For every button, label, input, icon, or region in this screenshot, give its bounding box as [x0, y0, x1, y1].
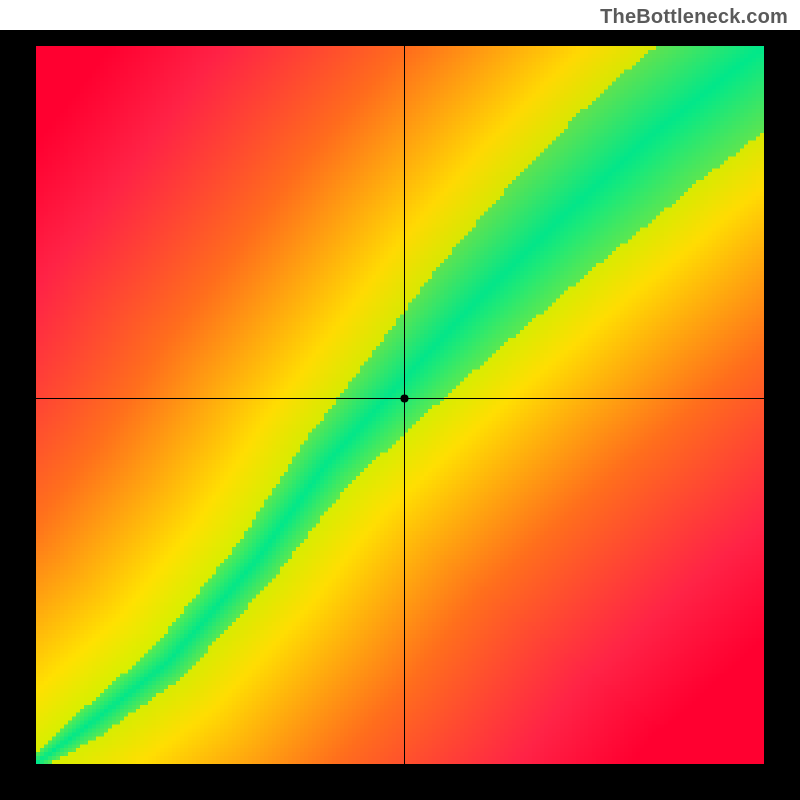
chart-container: TheBottleneck.com: [0, 0, 800, 800]
crosshair-overlay: [36, 46, 764, 764]
plot-area: [36, 46, 764, 764]
chart-frame: [0, 30, 800, 800]
watermark-text: TheBottleneck.com: [600, 6, 788, 29]
